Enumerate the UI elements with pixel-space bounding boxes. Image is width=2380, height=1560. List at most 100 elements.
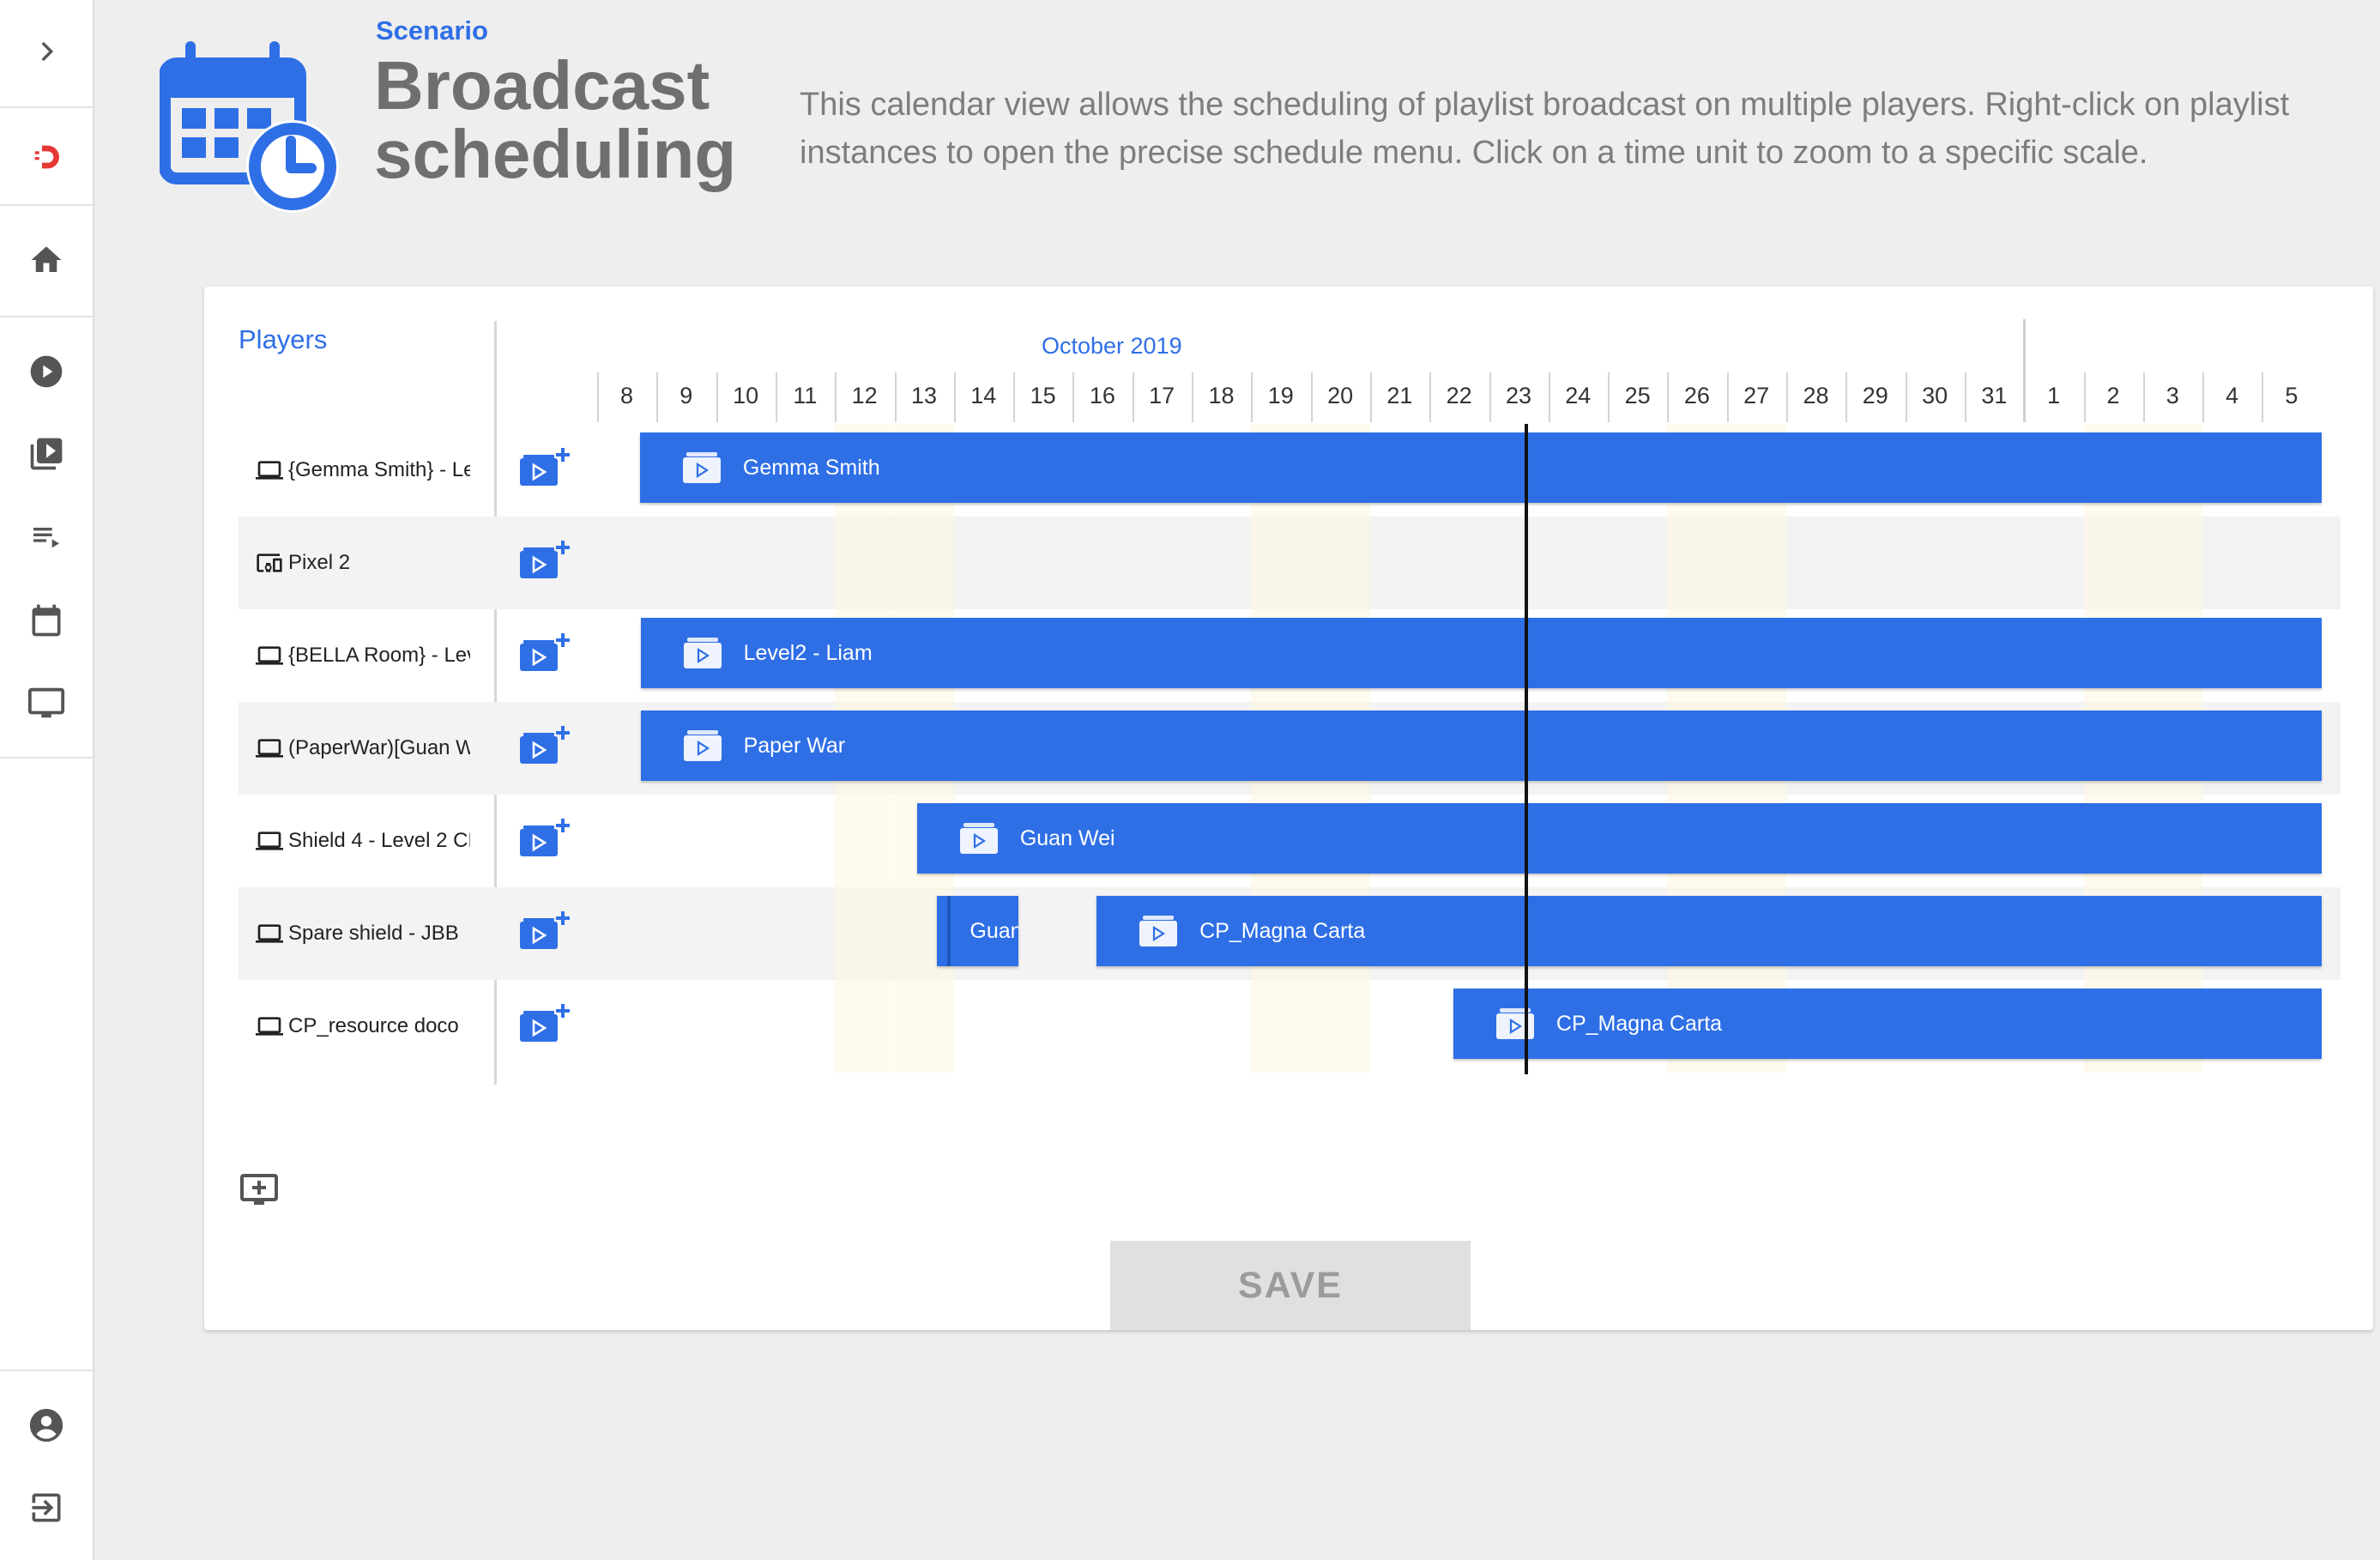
laptop-icon [256, 831, 283, 850]
day-tick [1548, 372, 1550, 422]
add-playlist-button[interactable] [518, 632, 571, 674]
day-label[interactable]: 28 [1803, 383, 1829, 408]
day-label[interactable]: 17 [1149, 383, 1175, 408]
players-column-title: Players [239, 324, 328, 354]
playlist-folder-icon [683, 638, 722, 668]
day-tick [1013, 372, 1016, 422]
day-label[interactable]: 8 [619, 383, 634, 408]
day-label[interactable]: 5 [2285, 383, 2298, 408]
day-tick [1608, 372, 1610, 422]
add-playlist-button[interactable] [518, 446, 571, 489]
playlist-folder-icon [959, 823, 998, 854]
add-player-button[interactable] [239, 1169, 280, 1214]
day-label[interactable]: 23 [1505, 383, 1532, 408]
playlist-instance-label: Paper War [743, 733, 846, 758]
sidebar-item-media-library[interactable] [0, 426, 93, 482]
page-description: This calendar view allows the scheduling… [800, 87, 2290, 171]
sidebar-item-playlists[interactable] [0, 508, 93, 565]
sidebar-item-play[interactable] [0, 343, 93, 400]
app-logo[interactable] [0, 129, 93, 185]
sidebar-item-account[interactable] [0, 1397, 93, 1454]
month-separator [2023, 319, 2027, 422]
weekend-column [2083, 517, 2143, 609]
add-playlist-icon [520, 448, 570, 486]
player-name[interactable]: Pixel 2 [256, 546, 470, 580]
playlist-instance-label: Guan Wei [970, 918, 1018, 943]
day-label[interactable]: 1 [2047, 383, 2061, 408]
playlist-folder-icon [683, 730, 722, 761]
day-label[interactable]: 13 [910, 383, 938, 408]
playlist-instance-bar[interactable]: Level2 - Liam [640, 618, 2322, 688]
add-playlist-button[interactable] [518, 817, 571, 860]
playlist-instance-bar[interactable]: Paper War [640, 710, 2322, 781]
add-playlist-icon [520, 726, 570, 764]
day-tick [716, 372, 718, 422]
playlist-instance-label: CP_Magna Carta [1555, 1011, 1723, 1036]
day-tick [1667, 372, 1670, 422]
player-name-label: CP_resource doco [288, 1014, 459, 1037]
sidebar-item-home[interactable] [0, 232, 93, 288]
player-name[interactable]: (PaperWar)[Guan Wei] [256, 731, 470, 765]
day-label[interactable]: 21 [1386, 383, 1413, 408]
player-name-label: {Gemma Smith} - Level2 - Liam [288, 458, 470, 481]
add-playlist-icon [520, 1004, 570, 1042]
day-tick [1489, 372, 1491, 422]
player-name[interactable]: CP_resource doco [256, 1009, 470, 1043]
add-playlist-button[interactable] [518, 724, 571, 767]
playlist-instance-bar[interactable]: CP_Magna Carta [1453, 989, 2322, 1059]
add-playlist-button[interactable] [518, 539, 571, 582]
day-tick [835, 372, 837, 422]
day-label[interactable]: 27 [1743, 383, 1770, 408]
sidebar-item-schedule[interactable] [0, 592, 93, 649]
day-label[interactable]: 14 [970, 383, 997, 408]
playlist-folder-icon [1139, 916, 1178, 946]
day-tick [1251, 372, 1253, 422]
day-label[interactable]: 26 [1683, 383, 1710, 408]
player-name[interactable]: {BELLA Room} - Level2 - Liam [256, 638, 470, 673]
player-name[interactable]: Shield 4 - Level 2 CP [256, 824, 470, 858]
day-label[interactable]: 4 [2226, 383, 2239, 408]
day-tick [1905, 372, 1907, 422]
sidebar [0, 0, 94, 1560]
day-label[interactable]: 29 [1862, 383, 1888, 408]
day-label[interactable]: 18 [1208, 383, 1235, 408]
sidebar-item-logout[interactable] [0, 1479, 93, 1536]
weekend-column [2142, 517, 2203, 609]
player-name[interactable]: {Gemma Smith} - Level2 - Liam [256, 453, 470, 487]
day-label[interactable]: 16 [1089, 383, 1115, 408]
add-playlist-button[interactable] [518, 910, 571, 952]
playlist-instance-bar[interactable]: CP_Magna Carta [1096, 896, 2322, 966]
month-label[interactable]: October 2019 [1042, 333, 1182, 359]
day-tick [1192, 372, 1193, 422]
day-label[interactable]: 12 [851, 383, 878, 408]
play-circle-icon [30, 355, 63, 388]
player-name[interactable]: Spare shield - JBB [256, 916, 470, 951]
day-label[interactable]: 24 [1565, 383, 1592, 408]
day-tick [1132, 372, 1134, 422]
day-tick [597, 372, 599, 422]
playlist-instance-bar[interactable]: Guan Wei [937, 896, 1018, 966]
save-button[interactable]: SAVE [1110, 1241, 1471, 1330]
account-circle-icon [29, 1408, 63, 1442]
day-label[interactable]: 30 [1922, 383, 1948, 408]
playlist-instance-bar[interactable]: Gemma Smith [639, 432, 2322, 503]
day-label[interactable]: 19 [1267, 383, 1294, 408]
day-label[interactable]: 3 [2166, 383, 2179, 408]
day-label[interactable]: 20 [1327, 383, 1354, 408]
playlist-instance-bar[interactable]: Guan Wei [916, 803, 2322, 874]
day-tick [2262, 372, 2264, 422]
day-label[interactable]: 10 [733, 383, 759, 408]
day-label[interactable]: 31 [1981, 383, 2008, 408]
sidebar-item-players[interactable] [0, 674, 93, 731]
day-label[interactable]: 22 [1446, 383, 1472, 408]
day-label[interactable]: 15 [1030, 383, 1056, 408]
weekend-column [835, 517, 895, 609]
playlist-instance-label: Level2 - Liam [743, 640, 873, 665]
expand-sidebar-button[interactable] [0, 17, 93, 86]
add-playlist-button[interactable] [518, 1002, 571, 1045]
player-name-label: Spare shield - JBB [288, 922, 459, 945]
day-label[interactable]: 11 [793, 383, 818, 408]
day-label[interactable]: 9 [680, 383, 693, 408]
day-label[interactable]: 25 [1624, 383, 1651, 408]
day-label[interactable]: 2 [2106, 383, 2120, 408]
